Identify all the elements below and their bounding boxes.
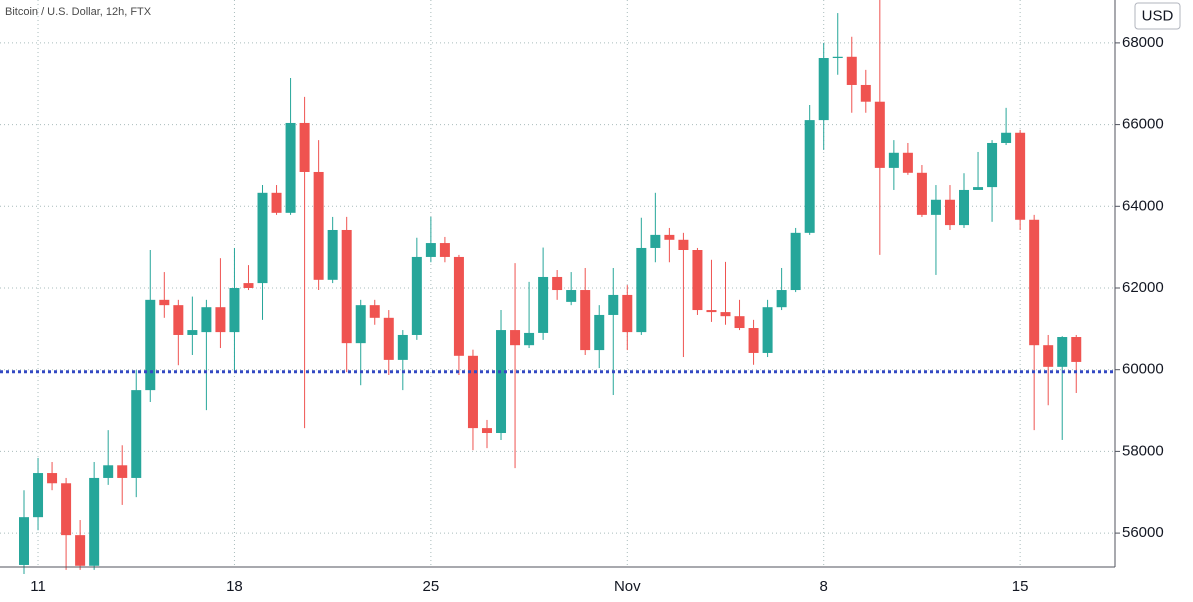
candle-body — [1001, 132, 1012, 143]
y-tick-label: 66000 — [1122, 116, 1164, 133]
candle-body — [1015, 132, 1026, 220]
candle-body — [89, 477, 100, 566]
candle-body — [888, 152, 899, 168]
chart-title: Bitcoin / U.S. Dollar, 12h, FTX — [5, 6, 152, 18]
candle-body — [397, 334, 408, 360]
candle-body — [481, 428, 492, 434]
candle-body — [425, 243, 436, 257]
candle-body — [355, 305, 366, 344]
candle-body — [496, 330, 507, 434]
candle-body — [944, 199, 955, 226]
currency-box — [1134, 2, 1181, 30]
candle-body — [1043, 345, 1054, 367]
candle-body — [1029, 219, 1040, 346]
candle-body — [453, 256, 464, 356]
candle-body — [916, 172, 927, 215]
y-tick-label: 62000 — [1122, 279, 1164, 296]
candle-body — [973, 187, 984, 190]
candle-body — [832, 56, 843, 59]
candle-body — [524, 332, 535, 346]
y-tick-label: 64000 — [1122, 197, 1164, 214]
marks — [0, 0, 1115, 574]
y-tick-label: 60000 — [1122, 361, 1164, 378]
candle-body — [580, 290, 591, 351]
candle-body — [61, 483, 72, 536]
candle-body — [187, 330, 198, 335]
candle-body — [987, 142, 998, 188]
candle-body — [215, 307, 226, 333]
candle-body — [734, 316, 745, 329]
candle-body — [860, 84, 871, 102]
candle-body — [257, 192, 268, 284]
candle-body — [19, 517, 29, 565]
candle-body — [327, 229, 338, 280]
candle-body — [636, 247, 647, 333]
candle-body — [776, 290, 787, 308]
candle-body — [664, 234, 675, 240]
candle-body — [75, 535, 86, 566]
candle-body — [552, 276, 563, 291]
candle-body — [846, 56, 857, 85]
candle-body — [439, 243, 450, 257]
currency-label: USD — [1142, 7, 1174, 24]
candle-body — [299, 122, 310, 172]
candle-body — [678, 239, 689, 251]
candle-body — [229, 287, 240, 333]
candle-body — [341, 229, 352, 344]
candle-body — [720, 312, 731, 317]
x-tick-label: 8 — [820, 578, 828, 595]
candle-body — [594, 314, 605, 351]
candle-body — [1071, 337, 1082, 362]
candle-body — [762, 307, 773, 353]
candle-body — [650, 234, 661, 248]
x-tick-label: 15 — [1012, 578, 1029, 595]
x-tick-label: Nov — [614, 578, 641, 595]
candle-body — [173, 305, 184, 335]
candle-body — [538, 276, 549, 333]
candle-body — [804, 120, 815, 233]
candle-body — [692, 250, 703, 311]
candle-body — [622, 294, 633, 333]
x-tick-label: 25 — [423, 578, 440, 595]
candle-body — [383, 317, 394, 360]
candle-body — [748, 328, 759, 353]
candle-body — [411, 256, 422, 335]
candle-body — [930, 199, 941, 215]
candle-body — [131, 390, 142, 478]
candle-body — [271, 192, 282, 213]
y-tick-label: 68000 — [1122, 34, 1164, 51]
candle-body — [103, 465, 114, 478]
candle-body — [117, 465, 128, 478]
candle-body — [706, 310, 717, 313]
candle-body — [369, 305, 380, 318]
candle-body — [818, 58, 829, 121]
candle-body — [145, 299, 156, 391]
x-tick-label: 11 — [30, 578, 46, 595]
x-tick-label: 18 — [226, 578, 243, 595]
candle-body — [285, 122, 296, 213]
candle-body — [902, 152, 913, 173]
candle-body — [47, 473, 58, 484]
candle-body — [159, 299, 170, 306]
candle-body — [608, 294, 619, 315]
y-tick-label: 56000 — [1122, 524, 1164, 541]
candle-body — [1057, 337, 1068, 367]
candle-body — [566, 290, 577, 302]
candle-body — [33, 473, 44, 518]
candle-body — [790, 232, 801, 291]
y-tick-label: 58000 — [1122, 442, 1164, 459]
candle-body — [510, 330, 521, 346]
candle-body — [467, 355, 478, 429]
candle-body — [874, 101, 885, 168]
candle-body — [243, 283, 254, 288]
candle-body — [959, 189, 970, 226]
candle-body — [313, 171, 324, 280]
candle-body — [201, 307, 212, 333]
